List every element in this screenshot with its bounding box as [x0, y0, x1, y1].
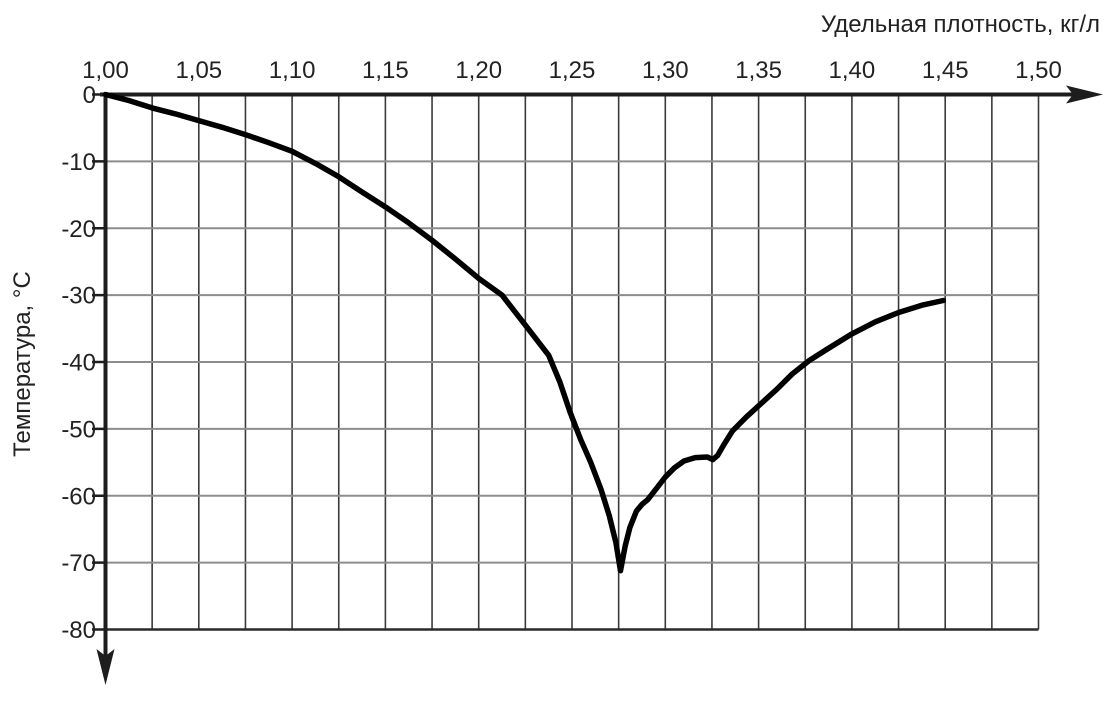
x-tick-label: 1,35 — [735, 57, 782, 84]
x-tick-label: 1,30 — [642, 57, 689, 84]
x-axis-tick-labels: 1,00 1,05 1,10 1,15 1,20 1,25 1,30 1,35 1,40 1,45… — [82, 57, 1062, 84]
y-tick-label: -50 — [61, 416, 96, 443]
y-tick-label: -80 — [61, 617, 96, 644]
x-axis-arrow-icon — [1066, 85, 1103, 104]
x-tick-label: 1,05 — [175, 57, 222, 84]
x-tick-label: 1,20 — [455, 57, 502, 84]
x-tick-label: 1,00 — [82, 57, 129, 84]
y-tick-label: -20 — [61, 216, 96, 243]
y-tick-label: -60 — [61, 483, 96, 510]
axes — [92, 85, 1103, 685]
freezing-temperature-curve — [102, 91, 947, 574]
x-tick-label: 1,50 — [1015, 57, 1062, 84]
x-tick-label: 1,25 — [549, 57, 596, 84]
y-tick-label: -10 — [61, 149, 96, 176]
y-axis-tick-labels: 0 -10 -20 -30 -40 -50 -60 -70 -80 — [61, 82, 96, 644]
y-axis-arrow-icon — [96, 649, 115, 685]
x-tick-label: 1,10 — [269, 57, 316, 84]
y-axis-title: Температура, °C — [9, 271, 36, 457]
y-tick-label: -30 — [61, 283, 96, 310]
x-tick-label: 1,45 — [922, 57, 969, 84]
x-tick-label: 1,15 — [362, 57, 409, 84]
x-tick-label: 1,40 — [829, 57, 876, 84]
grid — [105, 94, 1040, 631]
y-axis-ticks — [92, 93, 106, 631]
y-tick-label: -70 — [61, 550, 96, 577]
x-axis-title: Удельная плотность, кг/л — [821, 11, 1100, 38]
series — [102, 91, 947, 574]
y-tick-label: -40 — [61, 350, 96, 377]
y-tick-label: 0 — [83, 82, 96, 109]
